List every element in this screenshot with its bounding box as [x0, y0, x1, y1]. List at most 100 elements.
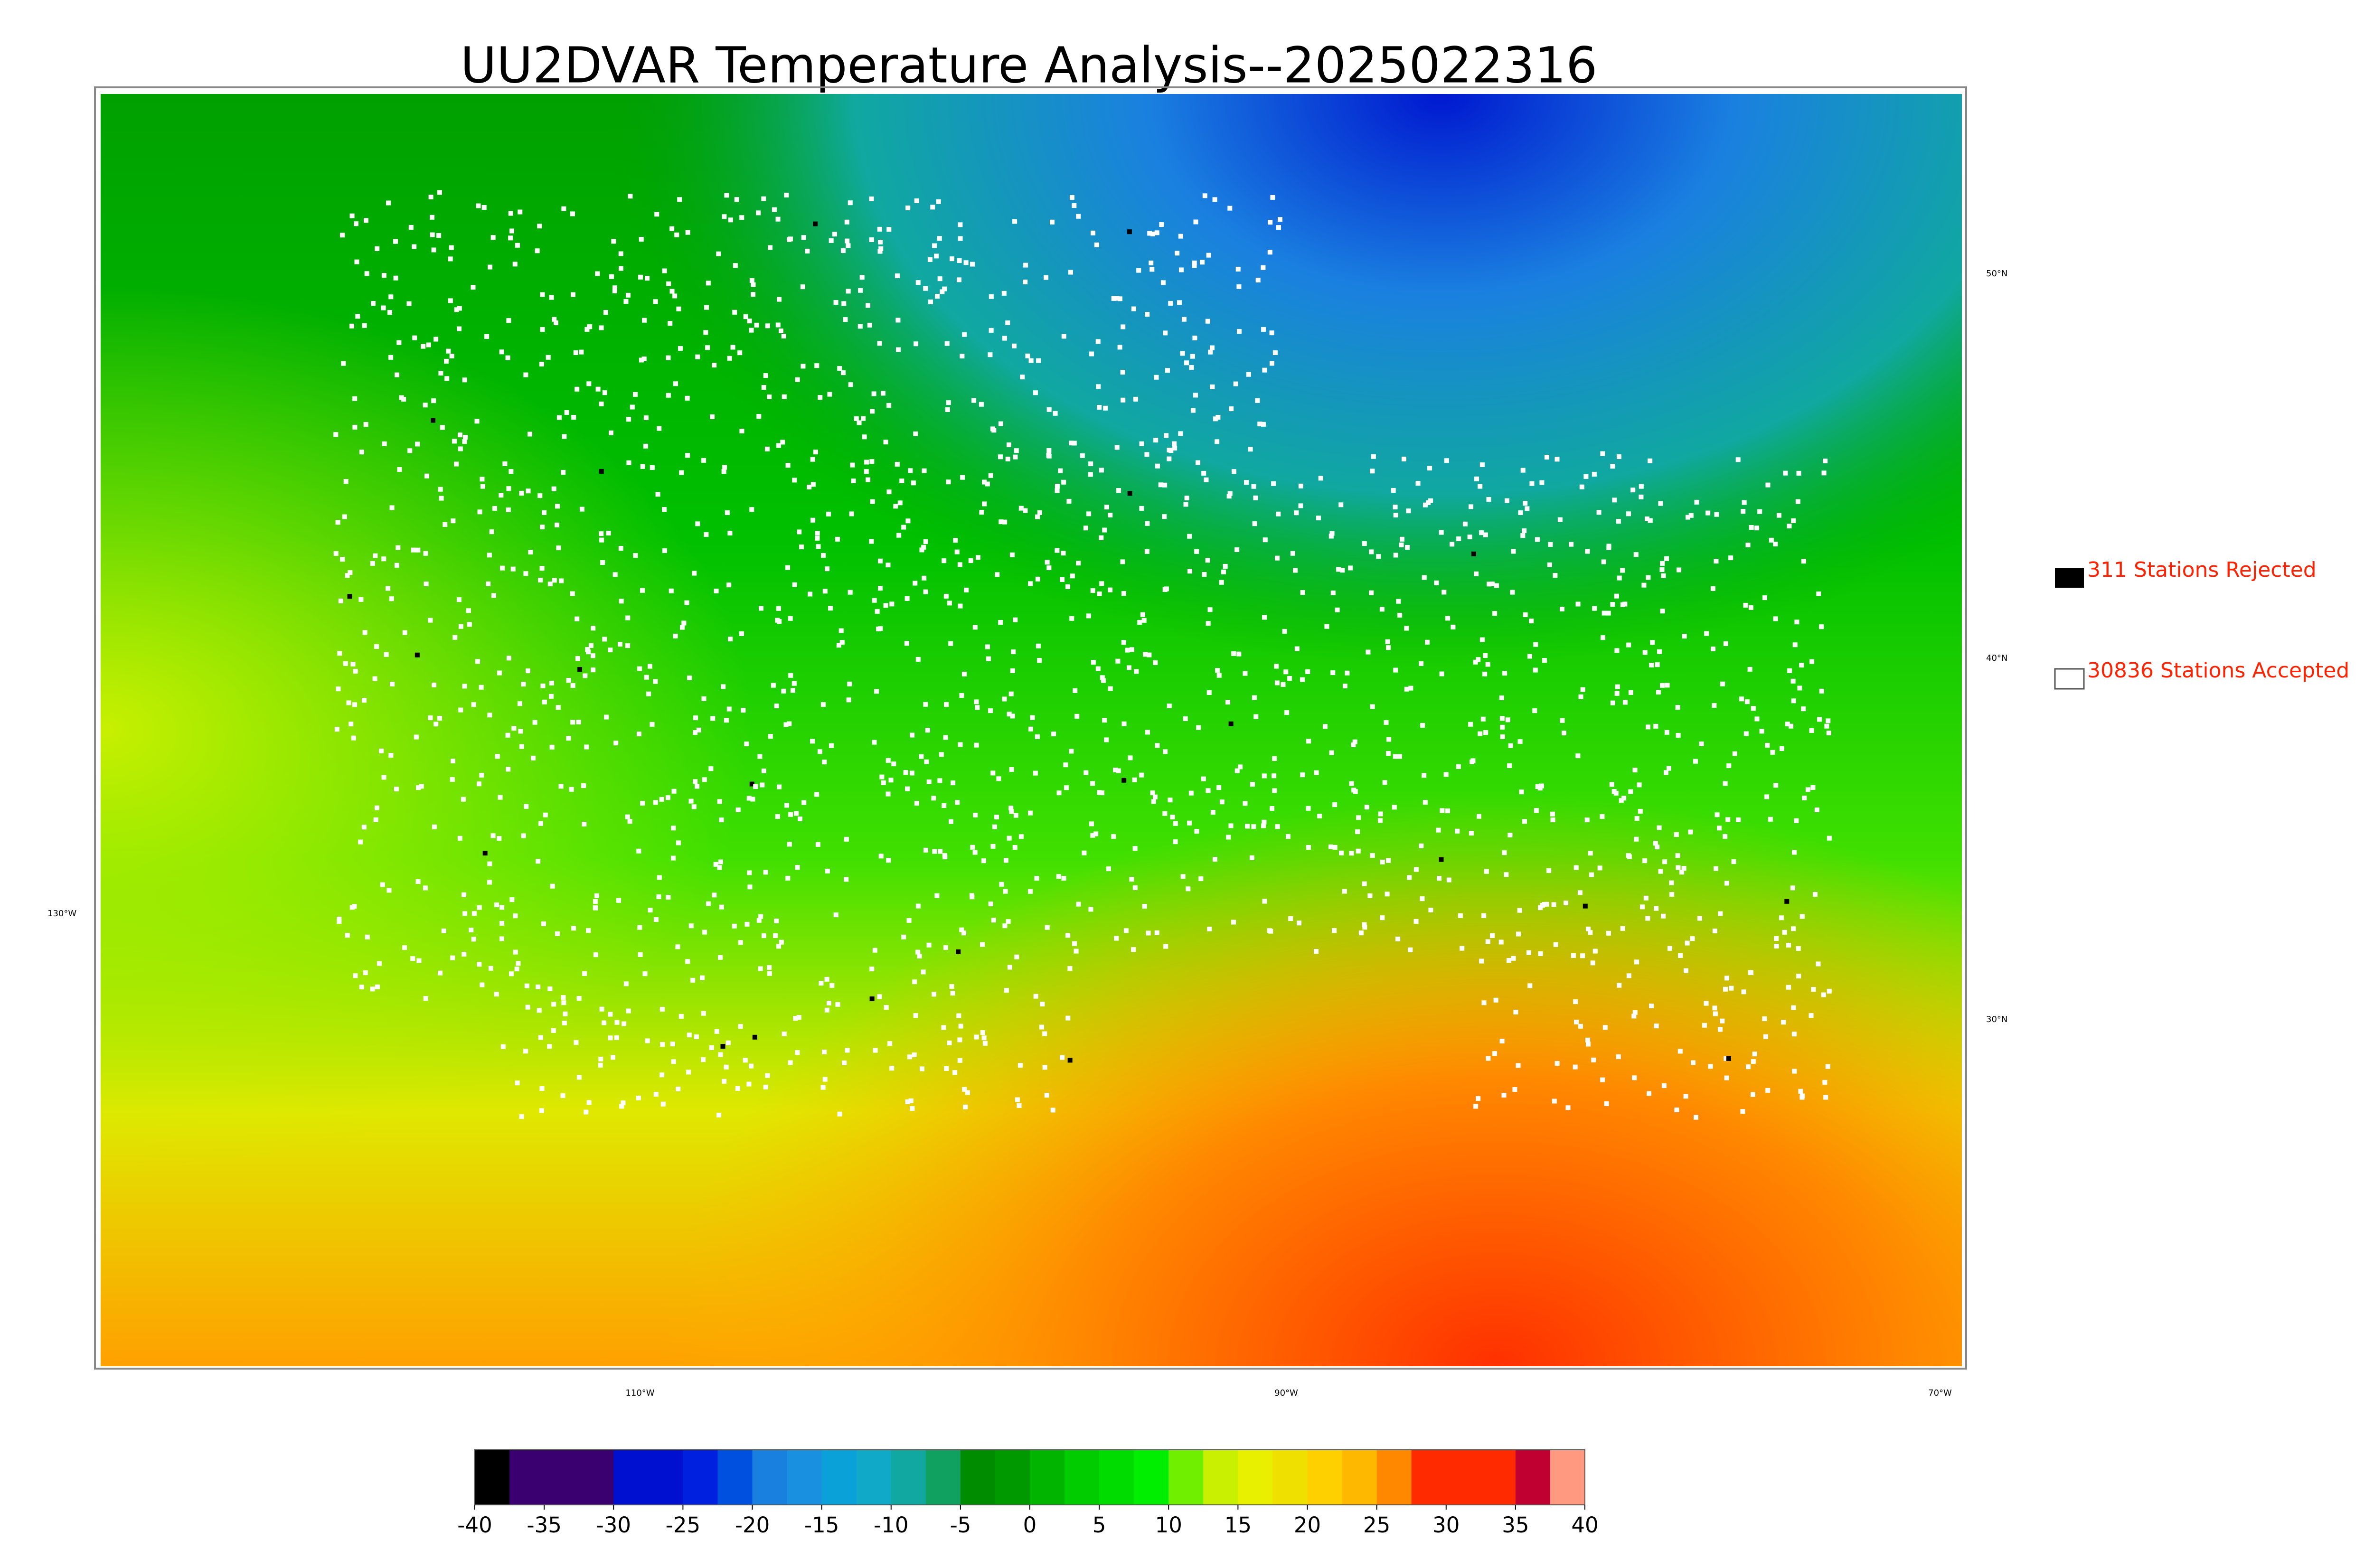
- station: [487, 861, 492, 866]
- station: [337, 919, 342, 924]
- station: [858, 288, 863, 293]
- station: [857, 420, 862, 425]
- station: [1133, 396, 1139, 402]
- station: [1659, 567, 1665, 572]
- station: [1076, 561, 1081, 566]
- station: [1095, 666, 1101, 671]
- station: [943, 945, 948, 950]
- station: [911, 480, 916, 486]
- station: [516, 961, 521, 966]
- station: [1669, 892, 1675, 897]
- station: [1111, 834, 1116, 839]
- station: [1754, 526, 1760, 531]
- station: [801, 364, 806, 369]
- station: [1787, 524, 1792, 529]
- station: [480, 484, 485, 489]
- station: [1340, 568, 1345, 573]
- station: [1274, 664, 1279, 669]
- station: [1244, 480, 1249, 485]
- colorbar-segment: [1342, 1450, 1377, 1505]
- station: [1140, 612, 1145, 617]
- station: [1238, 764, 1243, 770]
- station: [1823, 458, 1828, 463]
- station: [471, 937, 476, 942]
- station: [1170, 815, 1175, 820]
- station: [1644, 516, 1649, 521]
- station: [1164, 433, 1169, 438]
- station: [1796, 470, 1801, 476]
- station: [1500, 724, 1505, 730]
- station: [671, 855, 676, 861]
- station: [431, 418, 436, 423]
- station: [1724, 1056, 1729, 1061]
- station: [1470, 759, 1475, 764]
- station: [335, 520, 340, 525]
- station: [1150, 790, 1155, 796]
- station: [1096, 384, 1101, 389]
- station: [924, 759, 929, 764]
- station: [1167, 456, 1172, 461]
- station: [523, 571, 528, 576]
- station: [1480, 716, 1486, 722]
- station: [1799, 1095, 1805, 1100]
- station: [744, 742, 749, 747]
- station: [753, 784, 758, 789]
- station: [1498, 939, 1504, 945]
- station: [988, 352, 993, 357]
- station: [1674, 1108, 1679, 1113]
- station: [638, 952, 643, 957]
- station: [886, 758, 891, 763]
- station: [1819, 624, 1824, 629]
- station: [428, 715, 433, 721]
- station: [1226, 835, 1231, 840]
- station: [712, 363, 717, 368]
- station: [688, 923, 694, 929]
- station: [1147, 231, 1152, 236]
- station: [636, 732, 641, 737]
- station: [441, 928, 446, 933]
- station: [1823, 1095, 1828, 1100]
- station: [646, 691, 651, 696]
- station: [638, 274, 643, 280]
- station: [539, 1086, 545, 1091]
- map-frame: [94, 86, 1967, 1370]
- station: [1216, 673, 1222, 678]
- colorbar-segment: [856, 1450, 892, 1505]
- station: [451, 518, 456, 524]
- station: [1045, 560, 1050, 565]
- station: [1172, 445, 1178, 451]
- station: [847, 681, 852, 686]
- station: [837, 1111, 842, 1117]
- station: [1145, 730, 1150, 735]
- station: [426, 342, 431, 347]
- station: [1606, 610, 1611, 616]
- station: [653, 1092, 659, 1097]
- station: [1590, 960, 1595, 966]
- station: [437, 715, 443, 721]
- station: [1397, 754, 1402, 759]
- station: [877, 249, 883, 254]
- station: [1008, 691, 1014, 696]
- colorbar-segment: [717, 1450, 753, 1505]
- station: [540, 327, 545, 332]
- station: [732, 310, 737, 315]
- station: [1074, 714, 1080, 719]
- station: [1294, 646, 1300, 651]
- station: [1401, 456, 1406, 461]
- station: [1208, 349, 1213, 355]
- station: [1290, 551, 1295, 556]
- colorbar-segment: [1065, 1450, 1100, 1505]
- station: [1028, 358, 1034, 363]
- station: [1631, 1014, 1637, 1019]
- station: [1210, 345, 1215, 350]
- station: [1046, 453, 1051, 458]
- station: [471, 911, 477, 916]
- station: [776, 944, 782, 949]
- station: [844, 877, 849, 882]
- station: [781, 333, 786, 338]
- station: [901, 525, 906, 530]
- station: [1111, 296, 1116, 301]
- station: [1139, 506, 1144, 511]
- station: [888, 778, 894, 783]
